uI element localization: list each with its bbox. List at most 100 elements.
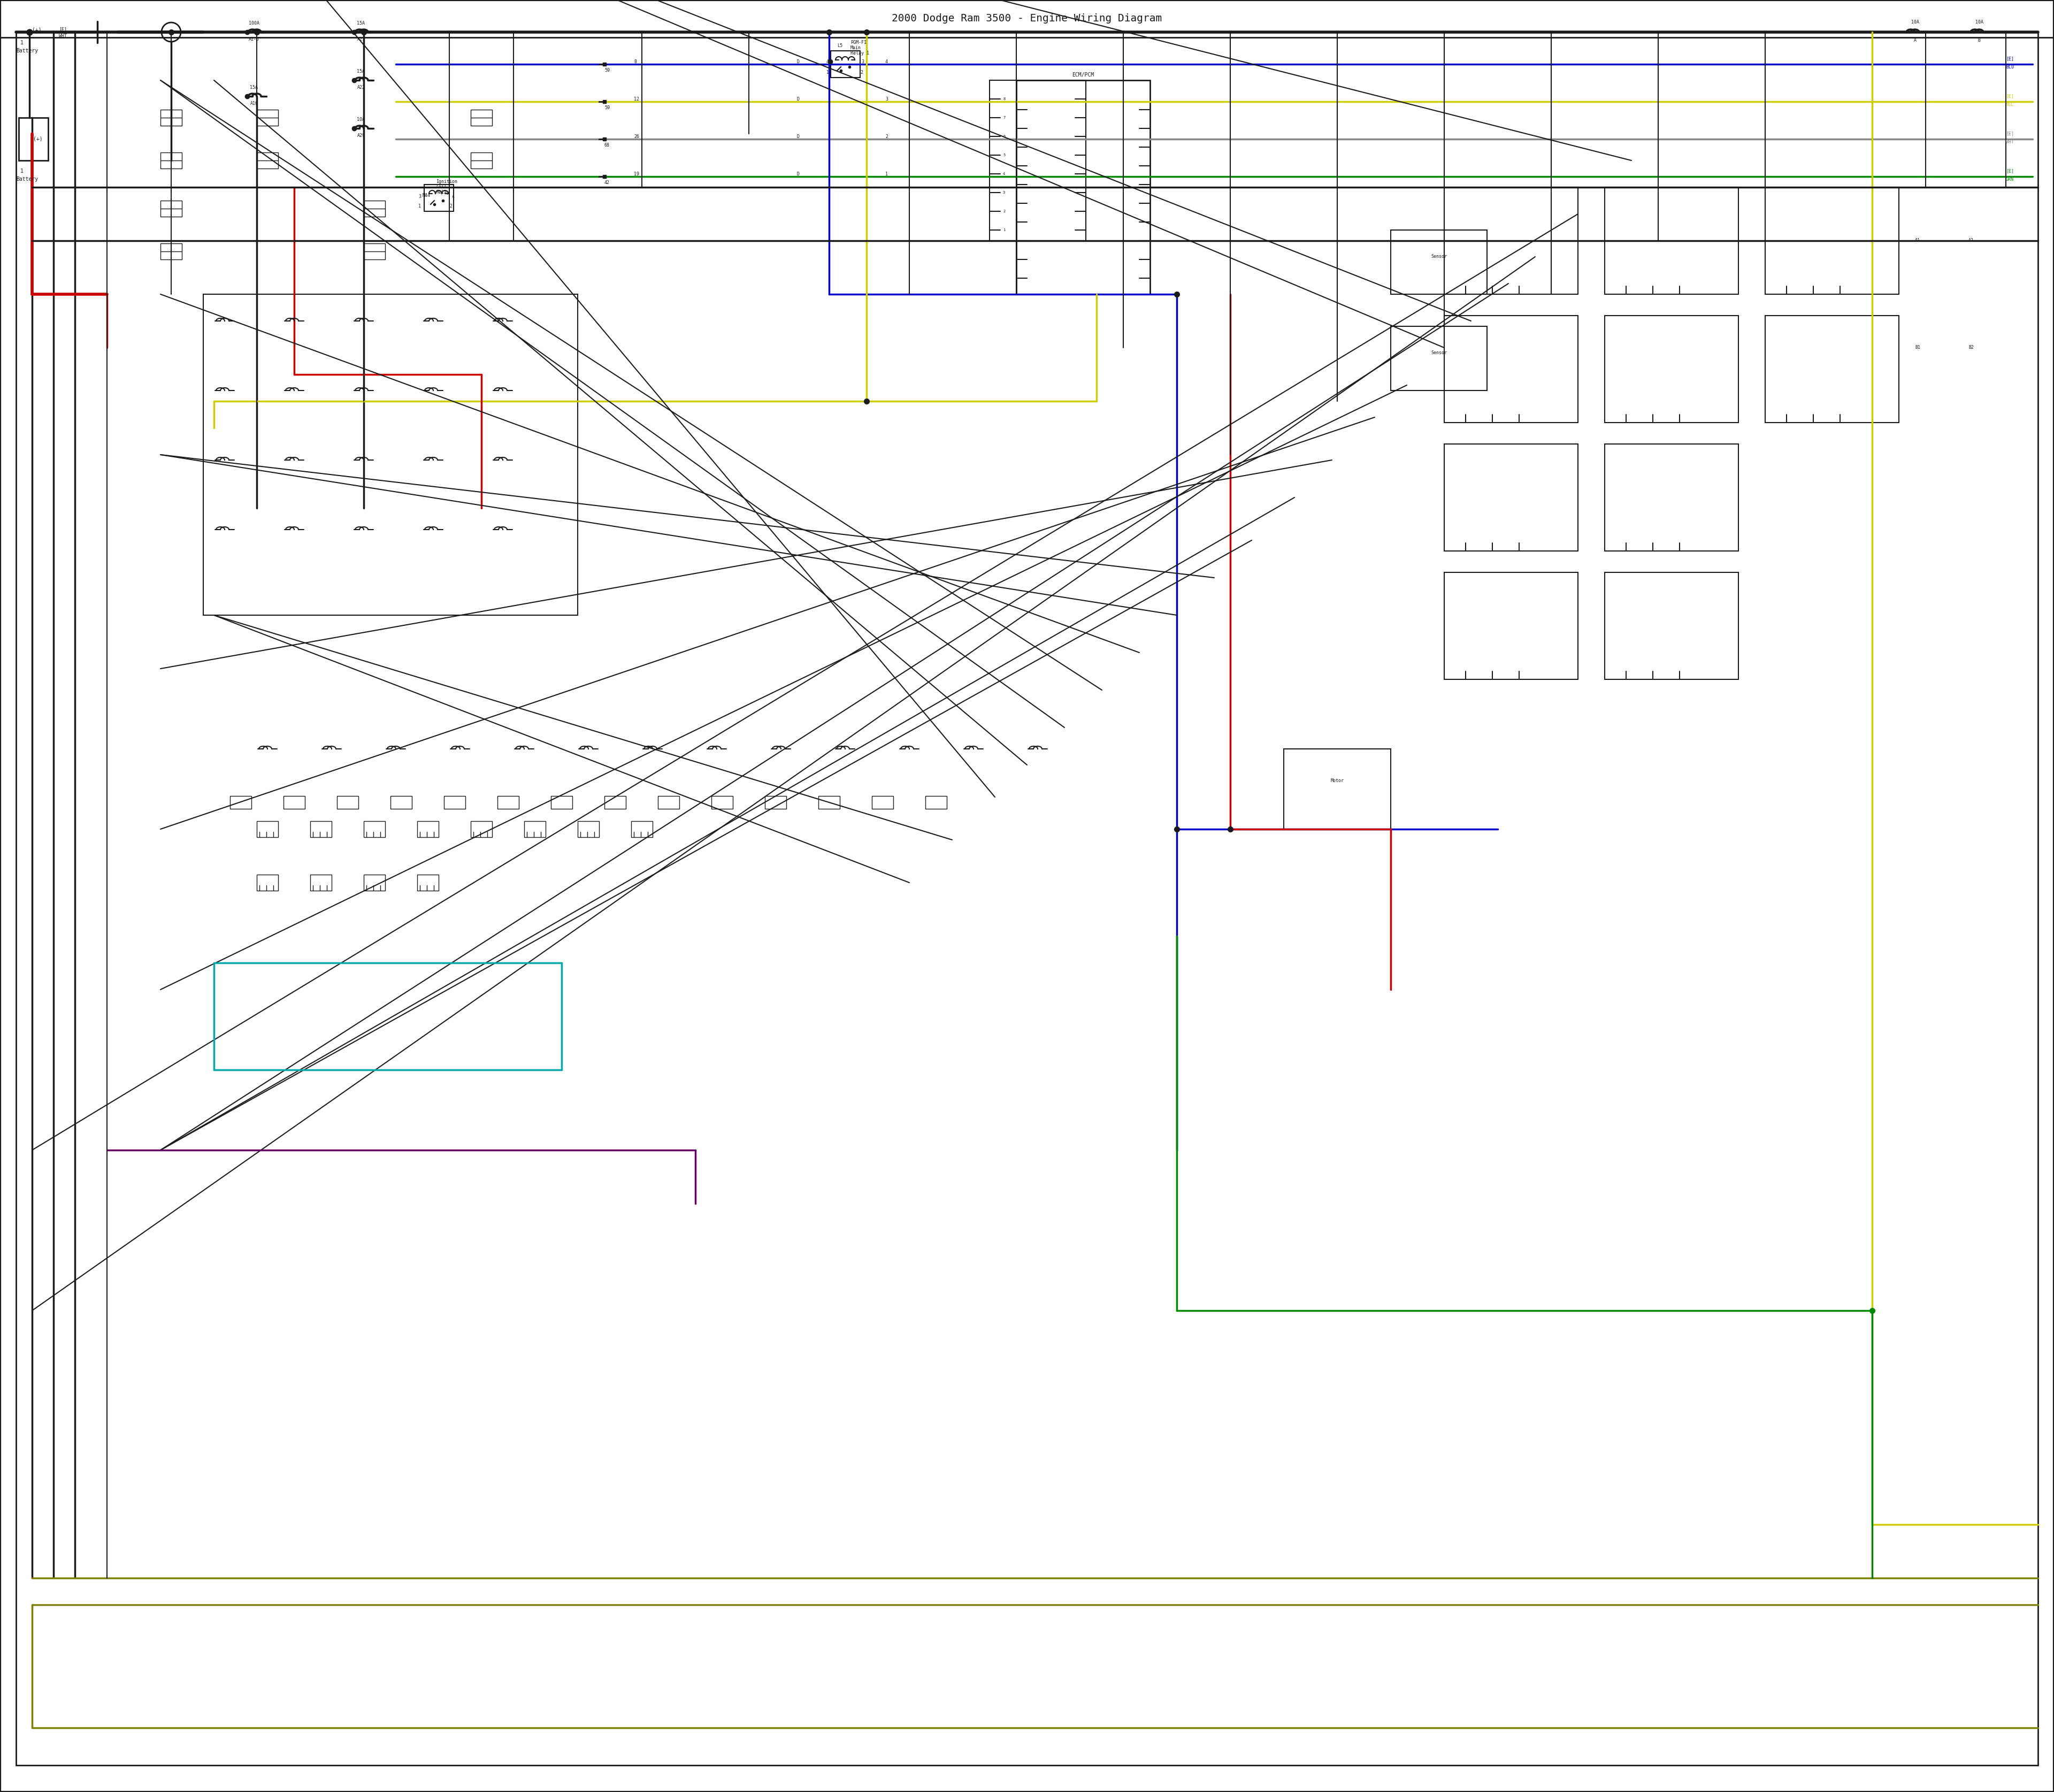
Text: Main: Main — [850, 47, 861, 50]
Text: D: D — [797, 172, 799, 176]
Text: (+): (+) — [33, 27, 41, 32]
Bar — [230, 796, 251, 808]
Text: 59: 59 — [604, 68, 610, 73]
Bar — [417, 874, 440, 891]
Text: Relay 1: Relay 1 — [850, 52, 869, 56]
Text: 68: 68 — [604, 143, 610, 149]
Bar — [1764, 186, 1898, 294]
Text: Relay: Relay — [435, 190, 450, 195]
Text: [E]: [E] — [60, 27, 68, 32]
Bar — [425, 185, 454, 211]
Text: 15A: 15A — [357, 22, 366, 25]
Text: 42: 42 — [604, 181, 610, 185]
Text: D: D — [797, 134, 799, 138]
Text: Sensor: Sensor — [1432, 254, 1446, 260]
Text: 4: 4 — [826, 59, 830, 65]
Bar — [1391, 326, 1487, 391]
Text: B1: B1 — [1914, 346, 1920, 349]
Text: 1: 1 — [885, 172, 887, 176]
Bar — [1391, 229, 1487, 294]
Text: 3: 3 — [861, 59, 865, 65]
Text: [E]: [E] — [2007, 168, 2013, 174]
Text: Battery: Battery — [16, 177, 39, 181]
Text: PGM-FI: PGM-FI — [850, 41, 867, 45]
Bar — [1017, 81, 1150, 294]
Text: L5: L5 — [838, 43, 842, 48]
Bar — [203, 294, 577, 615]
Bar — [310, 821, 331, 837]
Text: A16: A16 — [251, 102, 259, 106]
Bar — [1444, 315, 1577, 423]
Bar — [711, 796, 733, 808]
Bar — [1604, 572, 1738, 679]
Bar — [631, 821, 653, 837]
Bar — [926, 796, 947, 808]
Bar — [817, 796, 840, 808]
Text: 100A: 100A — [249, 22, 259, 25]
Text: A2: A2 — [1968, 238, 1974, 244]
Bar — [0, 0, 2054, 38]
Bar — [470, 821, 493, 837]
Text: (+): (+) — [33, 136, 43, 142]
Text: 15A: 15A — [251, 86, 259, 90]
Bar — [1284, 749, 1391, 830]
Text: 3: 3 — [1002, 192, 1004, 194]
Bar — [364, 244, 386, 260]
Text: 10A: 10A — [1976, 20, 1982, 25]
Text: 5: 5 — [1002, 154, 1004, 156]
Text: 1: 1 — [21, 39, 23, 45]
Bar — [364, 874, 386, 891]
Bar — [310, 874, 331, 891]
Text: 4: 4 — [452, 195, 454, 199]
Text: B: B — [1978, 38, 1980, 43]
Text: 2: 2 — [861, 70, 863, 75]
Bar — [160, 201, 183, 217]
Text: A29: A29 — [357, 133, 366, 138]
Text: 2: 2 — [885, 134, 887, 138]
Text: Battery: Battery — [16, 48, 39, 54]
Text: 7: 7 — [1002, 116, 1004, 120]
Bar — [577, 821, 600, 837]
Text: A21: A21 — [357, 38, 366, 41]
Text: D: D — [797, 97, 799, 102]
Text: 10A: 10A — [1910, 20, 1918, 25]
Text: WHT: WHT — [2007, 140, 2013, 143]
Bar — [257, 821, 277, 837]
Text: 6: 6 — [1002, 134, 1004, 138]
Text: YEL: YEL — [2007, 102, 2013, 108]
Bar — [283, 796, 304, 808]
Bar — [1444, 186, 1577, 294]
Bar — [257, 109, 277, 125]
Bar — [550, 796, 573, 808]
Text: 15A: 15A — [357, 70, 366, 73]
Bar — [18, 118, 47, 161]
Text: ECM/PCM: ECM/PCM — [1072, 72, 1095, 77]
Text: Ignition: Ignition — [435, 179, 458, 185]
Text: 10A: 10A — [357, 118, 366, 122]
Bar — [1604, 444, 1738, 550]
Text: M44: M44 — [423, 194, 431, 197]
Text: 1: 1 — [419, 204, 421, 208]
Bar — [1604, 315, 1738, 423]
Text: B2: B2 — [1968, 346, 1974, 349]
Bar — [764, 796, 787, 808]
Bar — [1444, 572, 1577, 679]
Text: A1-5: A1-5 — [249, 38, 259, 41]
Text: GRN: GRN — [2007, 177, 2013, 181]
Bar — [337, 796, 357, 808]
Text: 59: 59 — [604, 106, 610, 111]
Bar — [657, 796, 680, 808]
Bar — [214, 962, 561, 1070]
Text: 3: 3 — [419, 195, 421, 199]
Text: [E]: [E] — [2007, 56, 2013, 61]
Text: 12: 12 — [635, 97, 639, 102]
Bar — [160, 109, 183, 125]
Text: 26: 26 — [635, 134, 639, 138]
Bar — [160, 152, 183, 168]
Text: 4: 4 — [1002, 172, 1004, 176]
Bar — [1444, 444, 1577, 550]
Text: 2000 Dodge Ram 3500 - Engine Wiring Diagram: 2000 Dodge Ram 3500 - Engine Wiring Diag… — [891, 14, 1163, 23]
Text: 19: 19 — [635, 172, 639, 176]
Bar — [364, 201, 386, 217]
Bar — [871, 796, 893, 808]
